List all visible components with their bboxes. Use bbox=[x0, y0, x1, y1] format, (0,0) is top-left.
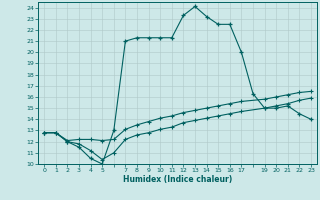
X-axis label: Humidex (Indice chaleur): Humidex (Indice chaleur) bbox=[123, 175, 232, 184]
